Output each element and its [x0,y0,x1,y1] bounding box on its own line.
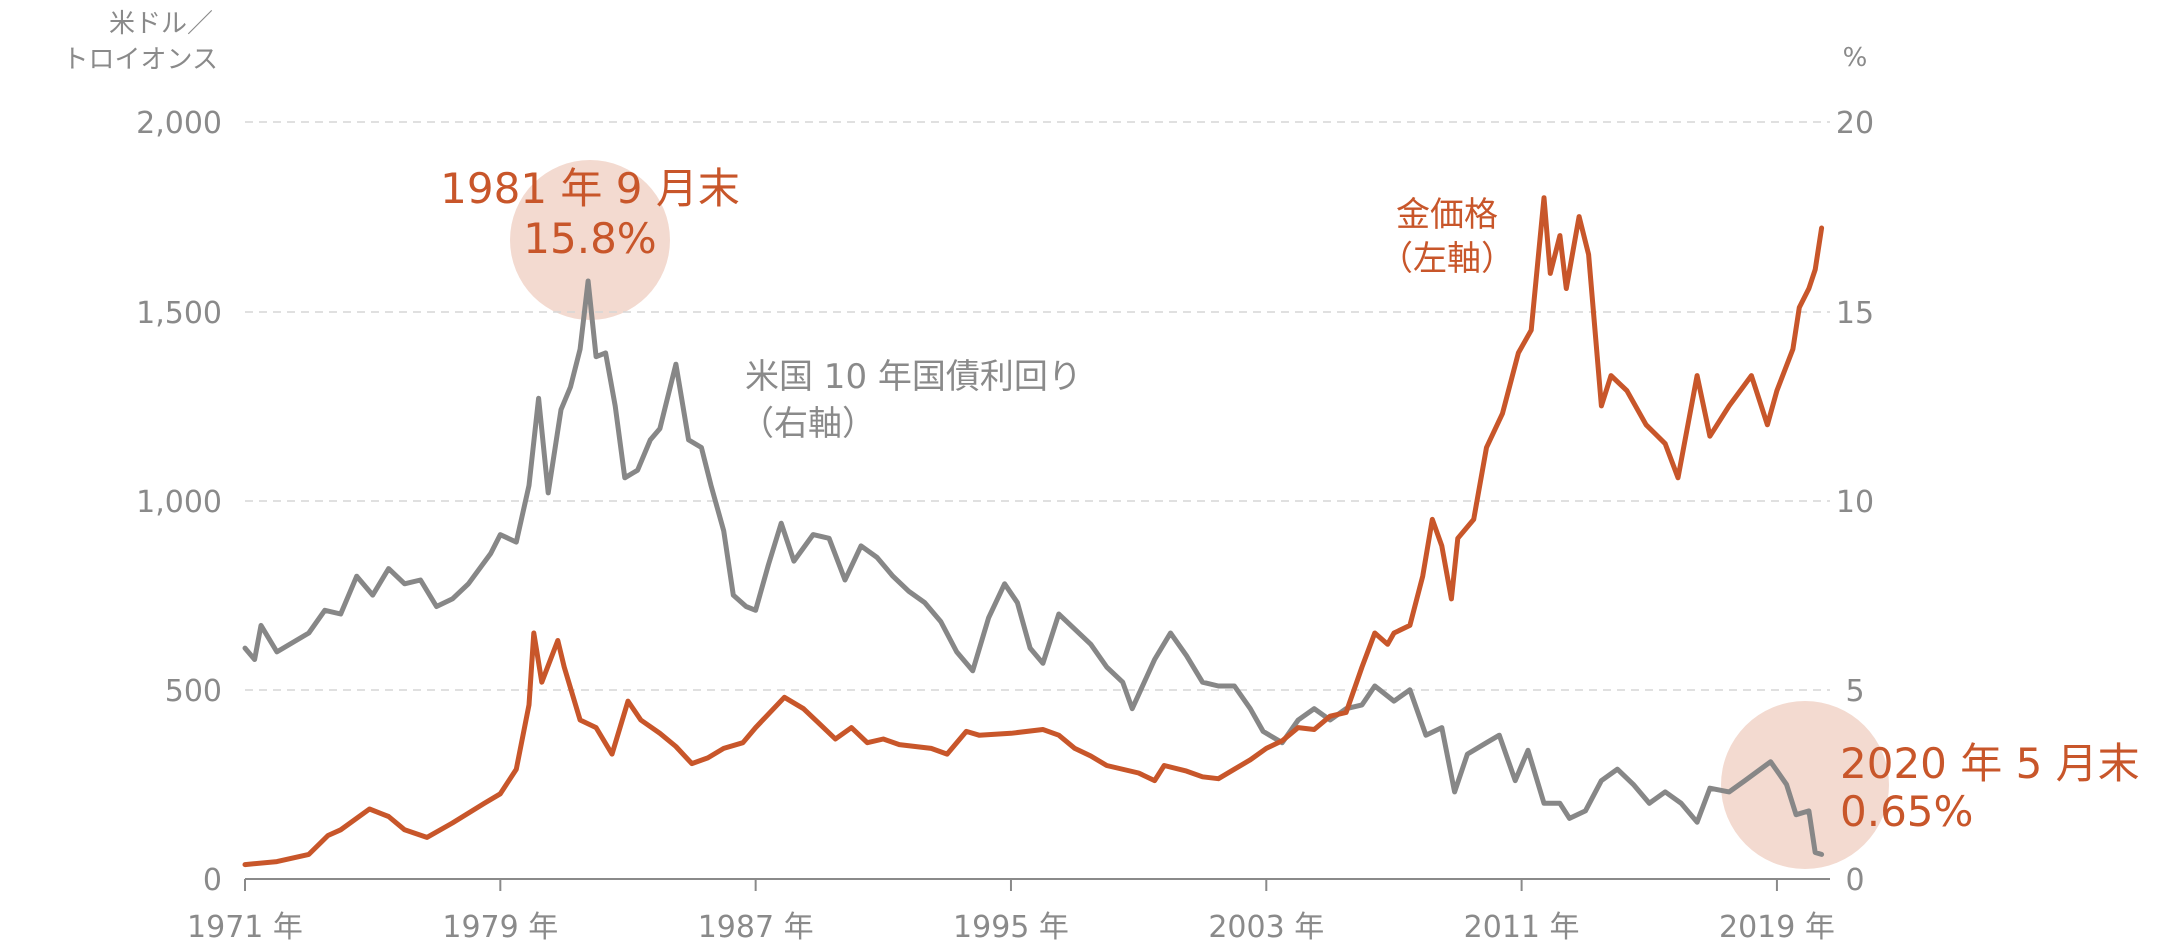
peak-highlight-circle [510,160,670,320]
right-tick-15: 15 [1836,296,1874,331]
yield-series-line [242,278,1825,857]
gold-series-line [242,195,1825,868]
recent-value-annotation: 0.65% [1840,787,1973,836]
left-tick-1000: 1,000 [136,485,222,520]
right-tick-0: 0 [1845,863,1864,898]
left-axis-unit-line2: トロイオンス [63,45,218,75]
x-tick-label: 1979 年 [442,910,558,945]
x-tick-label: 1987 年 [698,910,814,945]
left-axis-unit-line1: 米ドル／ [109,9,213,39]
right-tick-5: 5 [1845,674,1864,709]
left-tick-1500: 1,500 [136,296,222,331]
gridlines [245,121,1830,691]
left-tick-0: 0 [203,863,222,898]
gold-series-label: 金価格 [1396,195,1498,235]
x-tick-label: 2003 年 [1208,910,1324,945]
gold-series-axis-label: （左軸） [1379,239,1515,279]
yield-series-label: 米国 10 年国債利回り [745,357,1082,397]
left-tick-500: 500 [165,674,222,709]
yield-series-axis-label: （右軸） [740,404,876,444]
x-tick-label: 1995 年 [953,910,1069,945]
right-axis-unit: % [1843,43,1868,73]
x-tick-label: 2011 年 [1464,910,1580,945]
recent-highlight-circle [1721,701,1889,869]
x-tick-label: 1971 年 [187,910,303,945]
peak-date-annotation: 1981 年 9 月末 [440,164,740,213]
right-tick-10: 10 [1836,485,1874,520]
peak-value-annotation: 15.8% [523,214,656,263]
recent-date-annotation: 2020 年 5 月末 [1840,739,2140,788]
x-tick-label: 2019 年 [1719,910,1835,945]
left-tick-2000: 2,000 [136,106,222,141]
x-axis-ticks: 1971 年 1979 年 1987 年 1995 年 2003 年 2011 年 2019… [187,879,1835,945]
right-tick-20: 20 [1836,106,1874,141]
